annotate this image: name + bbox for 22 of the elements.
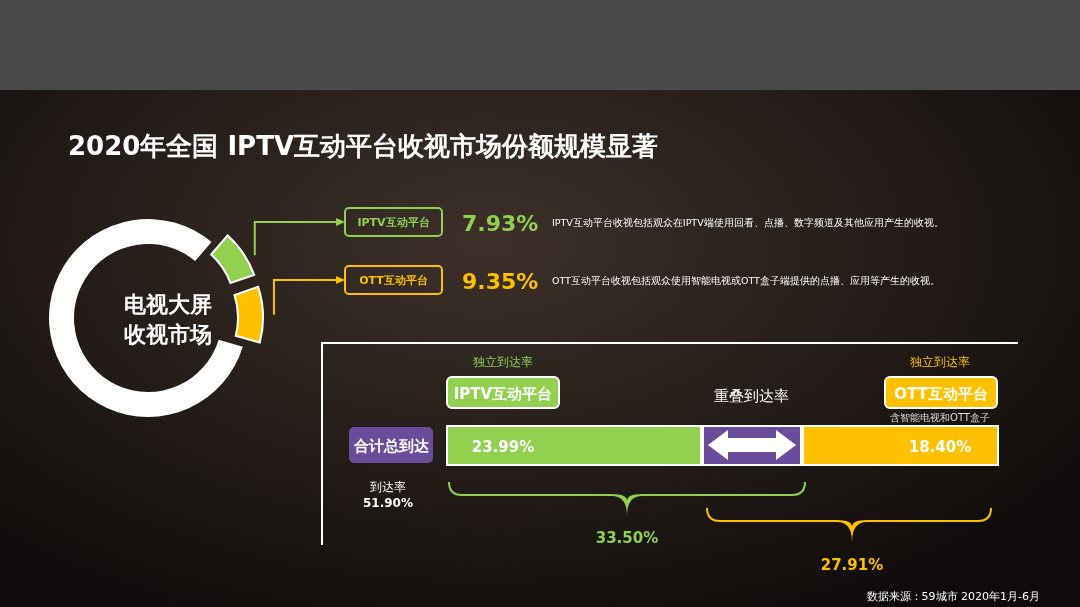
text: 27.91% <box>820 556 884 574</box>
data-label: 7.93% <box>462 211 539 236</box>
chart-title: 2020年全国 IPTV互动平台收视市场份额规模显著 <box>68 131 659 161</box>
text: 23.99% <box>471 438 535 456</box>
text: 18.40% <box>908 438 972 456</box>
text: IPTV互动平台收视包括观众在IPTV端使用回看、点播、数字频道及其他应用产生的收视。 <box>552 217 944 228</box>
legend-label: IPTV互动平台 <box>357 216 430 229</box>
legend-label: OTT互动平台 <box>359 274 428 287</box>
text: 独立到达率 <box>910 355 970 369</box>
text: 33.50% <box>595 529 659 547</box>
data-label: 9.35% <box>462 269 539 294</box>
text: 到达率 <box>370 480 406 494</box>
source-note: 数据来源：59城市 2020年1月-6月 <box>866 590 1040 603</box>
text: 独立到达率 <box>473 355 533 369</box>
text: 含智能电视和OTT盒子 <box>890 412 990 423</box>
text: 重叠到达率 <box>713 387 789 405</box>
text: 合计总到达 <box>352 437 430 455</box>
text: IPTV互动平台 <box>453 385 553 403</box>
text: 电视大屏收视市场 <box>124 292 212 347</box>
text: 51.90% <box>363 496 413 510</box>
text: OTT互动平台 <box>894 385 988 403</box>
text: OTT互动平台收视包括观众使用智能电视或OTT盒子端提供的点播、应用等产生的收视。 <box>552 275 940 286</box>
